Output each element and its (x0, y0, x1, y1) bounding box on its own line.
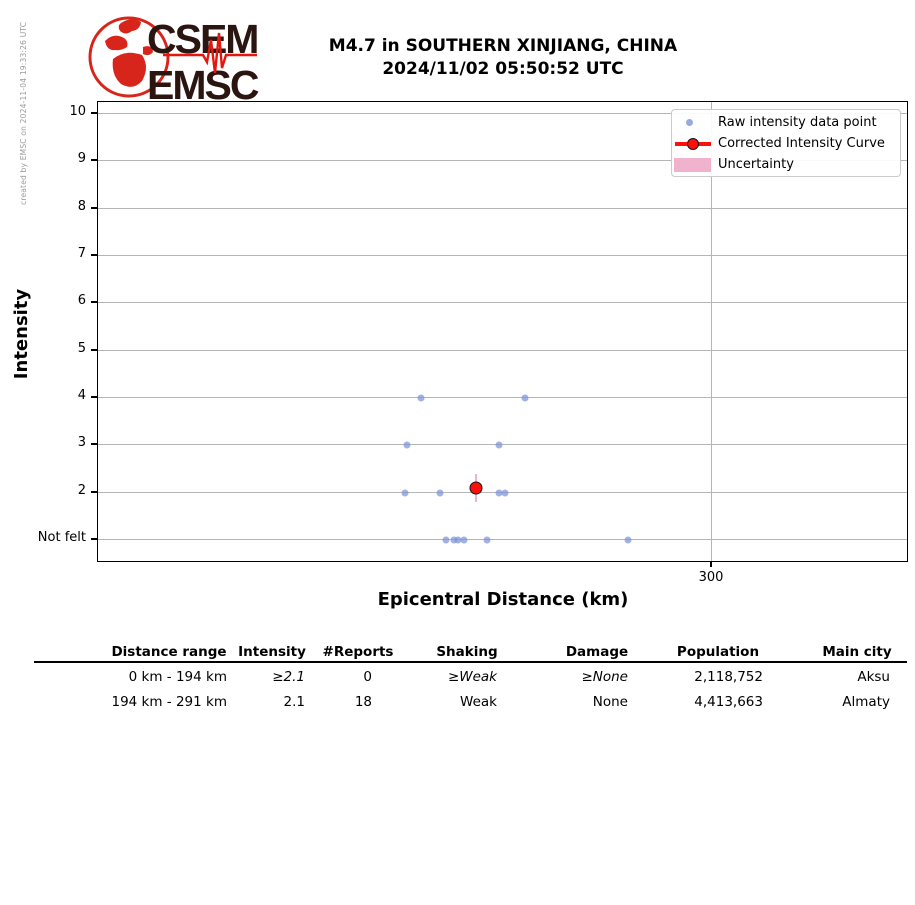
points-layer (98, 102, 907, 561)
gridline (98, 113, 907, 114)
table-cell: Weak (460, 694, 497, 710)
table-header-shaking: Shaking (436, 644, 498, 660)
logo-continent-shape (105, 35, 128, 51)
table-cell: None (592, 694, 628, 710)
y-tick-label: 6 (77, 293, 86, 308)
gridline (98, 350, 907, 351)
y-tick-label: 3 (77, 435, 86, 450)
raw-point-swatch-icon (686, 119, 693, 126)
raw-intensity-point (450, 536, 458, 544)
table-cell: Aksu (857, 669, 890, 685)
table-header-intensity: Intensity (238, 644, 306, 660)
x-tick-label: 300 (698, 570, 724, 585)
plot-area (97, 101, 908, 562)
y-tick-label: 10 (69, 104, 86, 119)
logo-continent-shape (143, 46, 153, 56)
raw-intensity-point (442, 536, 450, 544)
raw-intensity-point (436, 489, 443, 497)
y-tick-label: 8 (77, 199, 86, 214)
legend-row-raw: Raw intensity data point (672, 112, 900, 133)
table-cell: 2.1 (283, 694, 305, 710)
legend-label-uncertainty: Uncertainty (718, 157, 794, 172)
gridline (98, 539, 907, 540)
y-axis-label: Intensity (11, 288, 32, 380)
raw-intensity-point (401, 489, 409, 497)
raw-intensity-point (403, 441, 411, 449)
table-header-damage: Damage (565, 644, 629, 660)
raw-intensity-point (521, 394, 529, 402)
corrected-curve-swatch-icon (675, 137, 711, 150)
uncertainty-swatch-icon (674, 157, 711, 172)
raw-intensity-point (454, 536, 462, 544)
table-header-population: Population (676, 644, 760, 660)
y-tick-mark (91, 396, 97, 398)
y-tick-label: Not felt (37, 530, 86, 545)
corrected-marker-icon (687, 137, 699, 150)
raw-intensity-point (417, 394, 425, 402)
y-tick-mark (91, 159, 97, 161)
raw-intensity-point (483, 536, 491, 544)
legend-row-corrected: Corrected Intensity Curve (672, 133, 900, 154)
y-tick-mark (91, 491, 97, 493)
y-tick-mark (91, 443, 97, 445)
chart-title: M4.7 in SOUTHERN XINJIANG, CHINA 2024/11… (258, 35, 748, 81)
table-cell: Almaty (842, 694, 890, 710)
logo-continent-shape (112, 52, 146, 87)
table-header-main-city: Main city (822, 644, 892, 660)
table-cell: ≥Weak (447, 669, 497, 685)
logo-continent-shape (118, 19, 141, 34)
gridline (98, 397, 907, 398)
y-tick-mark (91, 112, 97, 114)
gridline (98, 208, 907, 209)
legend-label-corrected: Corrected Intensity Curve (718, 136, 885, 151)
y-tick-label: 4 (77, 388, 86, 403)
legend: Raw intensity data point Corrected Inten… (671, 109, 901, 177)
table-cell: 194 km - 291 km (111, 694, 227, 710)
raw-intensity-point (624, 536, 632, 544)
y-tick-label: 5 (77, 341, 86, 356)
y-tick-label: 7 (77, 246, 86, 261)
raw-intensity-point (495, 441, 503, 449)
raw-intensity-point (501, 489, 509, 497)
gridline (98, 255, 907, 256)
raw-intensity-point (460, 536, 468, 544)
y-tick-mark (91, 254, 97, 256)
table-header-rule (34, 661, 907, 663)
logo-seismogram-icon (163, 32, 257, 74)
y-tick-label: 2 (77, 483, 86, 498)
table-cell: 4,413,663 (694, 694, 763, 710)
gridline (98, 160, 907, 161)
raw-intensity-point (495, 489, 503, 497)
legend-row-uncertainty: Uncertainty (672, 154, 900, 175)
x-tick-mark (710, 562, 712, 567)
table-cell: 18 (354, 694, 372, 710)
y-tick-mark (91, 207, 97, 209)
y-tick-mark (91, 349, 97, 351)
y-tick-mark (91, 538, 97, 540)
emsc-logo: CSEM EMSC (88, 16, 259, 103)
chart-title-line2: 2024/11/02 05:50:52 UTC (382, 59, 624, 79)
table-header-distance-range: Distance range (111, 644, 227, 660)
gridline (98, 444, 907, 445)
table-cell: 0 km - 194 km (128, 669, 227, 685)
table-cell: 0 (363, 669, 372, 685)
table-cell: ≥None (581, 669, 628, 685)
table-cell: 2,118,752 (694, 669, 763, 685)
x-axis-label: Epicentral Distance (km) (377, 589, 629, 610)
gridline (98, 302, 907, 303)
y-tick-mark (91, 301, 97, 303)
table-header-reports: #Reports (322, 644, 394, 660)
corrected-intensity-marker (469, 481, 483, 495)
chart-title-line1: M4.7 in SOUTHERN XINJIANG, CHINA (328, 36, 678, 56)
legend-label-raw: Raw intensity data point (718, 115, 877, 130)
logo-text-emsc: EMSC (147, 62, 259, 103)
table-cell: ≥2.1 (272, 669, 305, 685)
gridline-vertical (711, 102, 712, 561)
y-tick-label: 9 (77, 151, 86, 166)
